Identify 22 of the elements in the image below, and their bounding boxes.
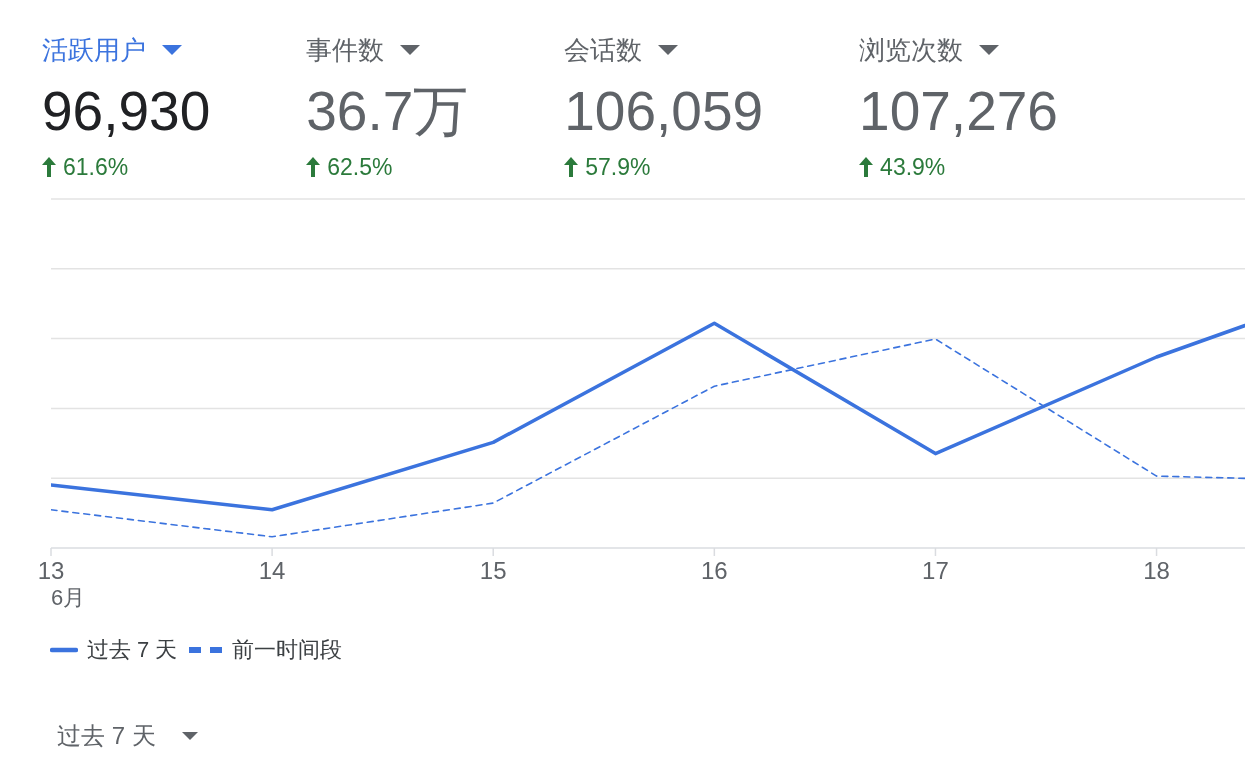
text: 62.5%: [327, 153, 393, 181]
legend-label: 过去 7 天: [87, 636, 178, 664]
text: 106,059: [564, 79, 764, 143]
x-tick-label: 16: [700, 557, 728, 585]
legend-label: 前一时间段: [232, 636, 343, 664]
text: 107,276: [859, 79, 1058, 143]
x-tick-label: 15: [479, 557, 507, 585]
text: 过去 7 天: [57, 721, 156, 751]
text: 6月: [51, 584, 86, 612]
text: 43.9%: [880, 153, 946, 181]
text: 活跃用户: [42, 33, 146, 67]
x-tick-label: 17: [922, 557, 949, 585]
text: 96,930: [42, 79, 211, 143]
text: 事件数: [306, 33, 385, 67]
text: 57.9%: [585, 153, 651, 181]
x-tick-label: 13: [37, 557, 65, 585]
text: 61.6%: [63, 153, 129, 181]
text: 36.7万: [306, 79, 469, 143]
text: 浏览次数: [859, 33, 964, 67]
text: 会话数: [564, 33, 643, 67]
x-tick-label: 18: [1143, 557, 1170, 585]
x-tick-label: 14: [258, 557, 286, 585]
